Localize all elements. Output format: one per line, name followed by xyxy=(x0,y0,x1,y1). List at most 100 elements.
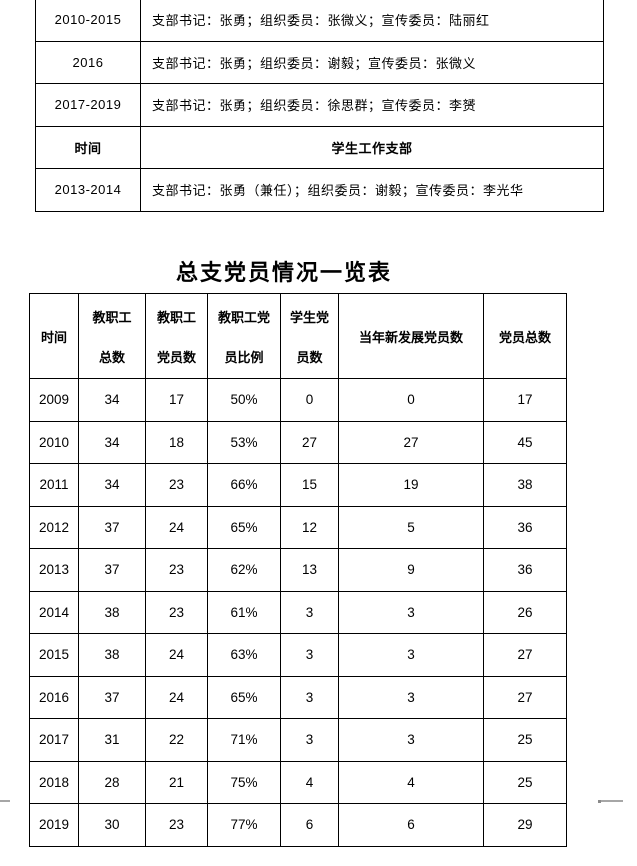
data-cell: 37 xyxy=(78,675,146,719)
column-header: 时间 xyxy=(29,293,79,379)
data-cell: 3 xyxy=(338,633,484,677)
year-cell: 2010 xyxy=(29,420,79,464)
year-cell: 2014 xyxy=(29,590,79,634)
data-cell: 30 xyxy=(78,803,146,847)
data-cell: 19 xyxy=(338,463,484,507)
table-subheader-row: 时间 学生工作支部 xyxy=(35,125,604,169)
year-cell: 2017 xyxy=(29,718,79,762)
data-cell: 3 xyxy=(280,675,339,719)
data-cell: 3 xyxy=(280,718,339,762)
data-cell: 37 xyxy=(78,548,146,592)
column-header-label: 当年新发展党员数 xyxy=(358,329,463,345)
table-row: 2017-2019 支部书记：张勇；组织委员：徐思群；宣传委员：李赟 xyxy=(35,83,604,127)
data-cell: 27 xyxy=(338,420,484,464)
data-cell: 23 xyxy=(145,548,208,592)
year-cell: 2018 xyxy=(29,760,79,804)
data-cell: 36 xyxy=(483,548,567,592)
data-cell: 75% xyxy=(207,760,281,804)
column-header-label: 学生党 xyxy=(289,309,329,325)
data-cell: 6 xyxy=(338,803,484,847)
time-cell: 2013-2014 xyxy=(35,168,141,212)
data-cell: 34 xyxy=(78,378,146,422)
data-cell: 36 xyxy=(483,505,567,549)
data-cell: 66% xyxy=(207,463,281,507)
detail-cell: 支部书记：张勇；组织委员：谢毅；宣传委员：张微义 xyxy=(140,40,604,84)
data-cell: 4 xyxy=(338,760,484,804)
table-row: 2009 34 17 50% 0 0 17 xyxy=(29,378,567,422)
column-header-label: 时间 xyxy=(40,329,67,345)
year-cell: 2009 xyxy=(29,378,79,422)
data-cell: 13 xyxy=(280,548,339,592)
data-cell: 24 xyxy=(145,633,208,677)
table-row: 2013-2014 支部书记：张勇（兼任）；组织委员：谢毅；宣传委员：李光华 xyxy=(35,168,604,212)
data-cell: 26 xyxy=(483,590,567,634)
data-cell: 38 xyxy=(78,633,146,677)
column-header-label: 教职工 xyxy=(156,309,196,325)
column-header-label: 教职工党 xyxy=(217,309,270,325)
data-cell: 62% xyxy=(207,548,281,592)
data-cell: 71% xyxy=(207,718,281,762)
column-header-label: 教职工 xyxy=(92,309,132,325)
column-header-label: 总数 xyxy=(98,349,125,365)
time-header-cell: 时间 xyxy=(35,125,141,169)
data-cell: 0 xyxy=(280,378,339,422)
branch-name-cell: 学生工作支部 xyxy=(140,125,604,169)
data-cell: 27 xyxy=(483,633,567,677)
data-cell: 34 xyxy=(78,420,146,464)
table-row: 2011 34 23 66% 15 19 38 xyxy=(29,463,567,507)
page-edge-marker-left xyxy=(0,800,10,802)
table-row: 2010 34 18 53% 27 27 45 xyxy=(29,420,567,464)
table-row: 2015 38 24 63% 3 3 27 xyxy=(29,633,567,677)
table-row: 2012 37 24 65% 12 5 36 xyxy=(29,505,567,549)
year-cell: 2015 xyxy=(29,633,79,677)
data-cell: 27 xyxy=(280,420,339,464)
table-row: 2016 支部书记：张勇；组织委员：谢毅；宣传委员：张微义 xyxy=(35,40,604,84)
data-cell: 25 xyxy=(483,718,567,762)
column-header: 教职工党 员比例 xyxy=(207,293,281,379)
data-cell: 38 xyxy=(483,463,567,507)
table-header-row: 时间 教职工 总数 教职工 党员数 教职工党 员比例 学生党 员数 当年新发展党员数 党… xyxy=(29,293,567,379)
column-header: 教职工 党员数 xyxy=(145,293,208,379)
data-cell: 24 xyxy=(145,505,208,549)
year-cell: 2011 xyxy=(29,463,79,507)
data-cell: 28 xyxy=(78,760,146,804)
data-cell: 3 xyxy=(280,633,339,677)
data-cell: 23 xyxy=(145,803,208,847)
data-cell: 45 xyxy=(483,420,567,464)
data-cell: 34 xyxy=(78,463,146,507)
data-cell: 77% xyxy=(207,803,281,847)
data-cell: 18 xyxy=(145,420,208,464)
data-cell: 63% xyxy=(207,633,281,677)
year-cell: 2013 xyxy=(29,548,79,592)
time-cell: 2010-2015 xyxy=(35,0,141,42)
table-row: 2014 38 23 61% 3 3 26 xyxy=(29,590,567,634)
data-cell: 3 xyxy=(338,718,484,762)
table-row: 2013 37 23 62% 13 9 36 xyxy=(29,548,567,592)
data-cell: 4 xyxy=(280,760,339,804)
data-cell: 31 xyxy=(78,718,146,762)
data-cell: 27 xyxy=(483,675,567,719)
column-header-label: 党员数 xyxy=(156,349,196,365)
data-cell: 3 xyxy=(338,675,484,719)
data-cell: 9 xyxy=(338,548,484,592)
table-row: 2017 31 22 71% 3 3 25 xyxy=(29,718,567,762)
detail-cell: 支部书记：张勇；组织委员：张微义；宣传委员：陆丽红 xyxy=(140,0,604,42)
table-row: 2016 37 24 65% 3 3 27 xyxy=(29,675,567,719)
data-cell: 50% xyxy=(207,378,281,422)
data-cell: 24 xyxy=(145,675,208,719)
data-cell: 22 xyxy=(145,718,208,762)
column-header: 教职工 总数 xyxy=(78,293,146,379)
column-header: 当年新发展党员数 xyxy=(338,293,484,379)
data-cell: 65% xyxy=(207,675,281,719)
data-cell: 38 xyxy=(78,590,146,634)
data-cell: 29 xyxy=(483,803,567,847)
data-cell: 17 xyxy=(483,378,567,422)
data-cell: 23 xyxy=(145,590,208,634)
data-cell: 15 xyxy=(280,463,339,507)
table-row: 2018 28 21 75% 4 4 25 xyxy=(29,760,567,804)
time-cell: 2017-2019 xyxy=(35,83,141,127)
officers-table: 2010-2015 支部书记：张勇；组织委员：张微义；宣传委员：陆丽红 2016… xyxy=(35,0,604,212)
year-cell: 2019 xyxy=(29,803,79,847)
page-edge-marker-tip xyxy=(598,800,601,803)
